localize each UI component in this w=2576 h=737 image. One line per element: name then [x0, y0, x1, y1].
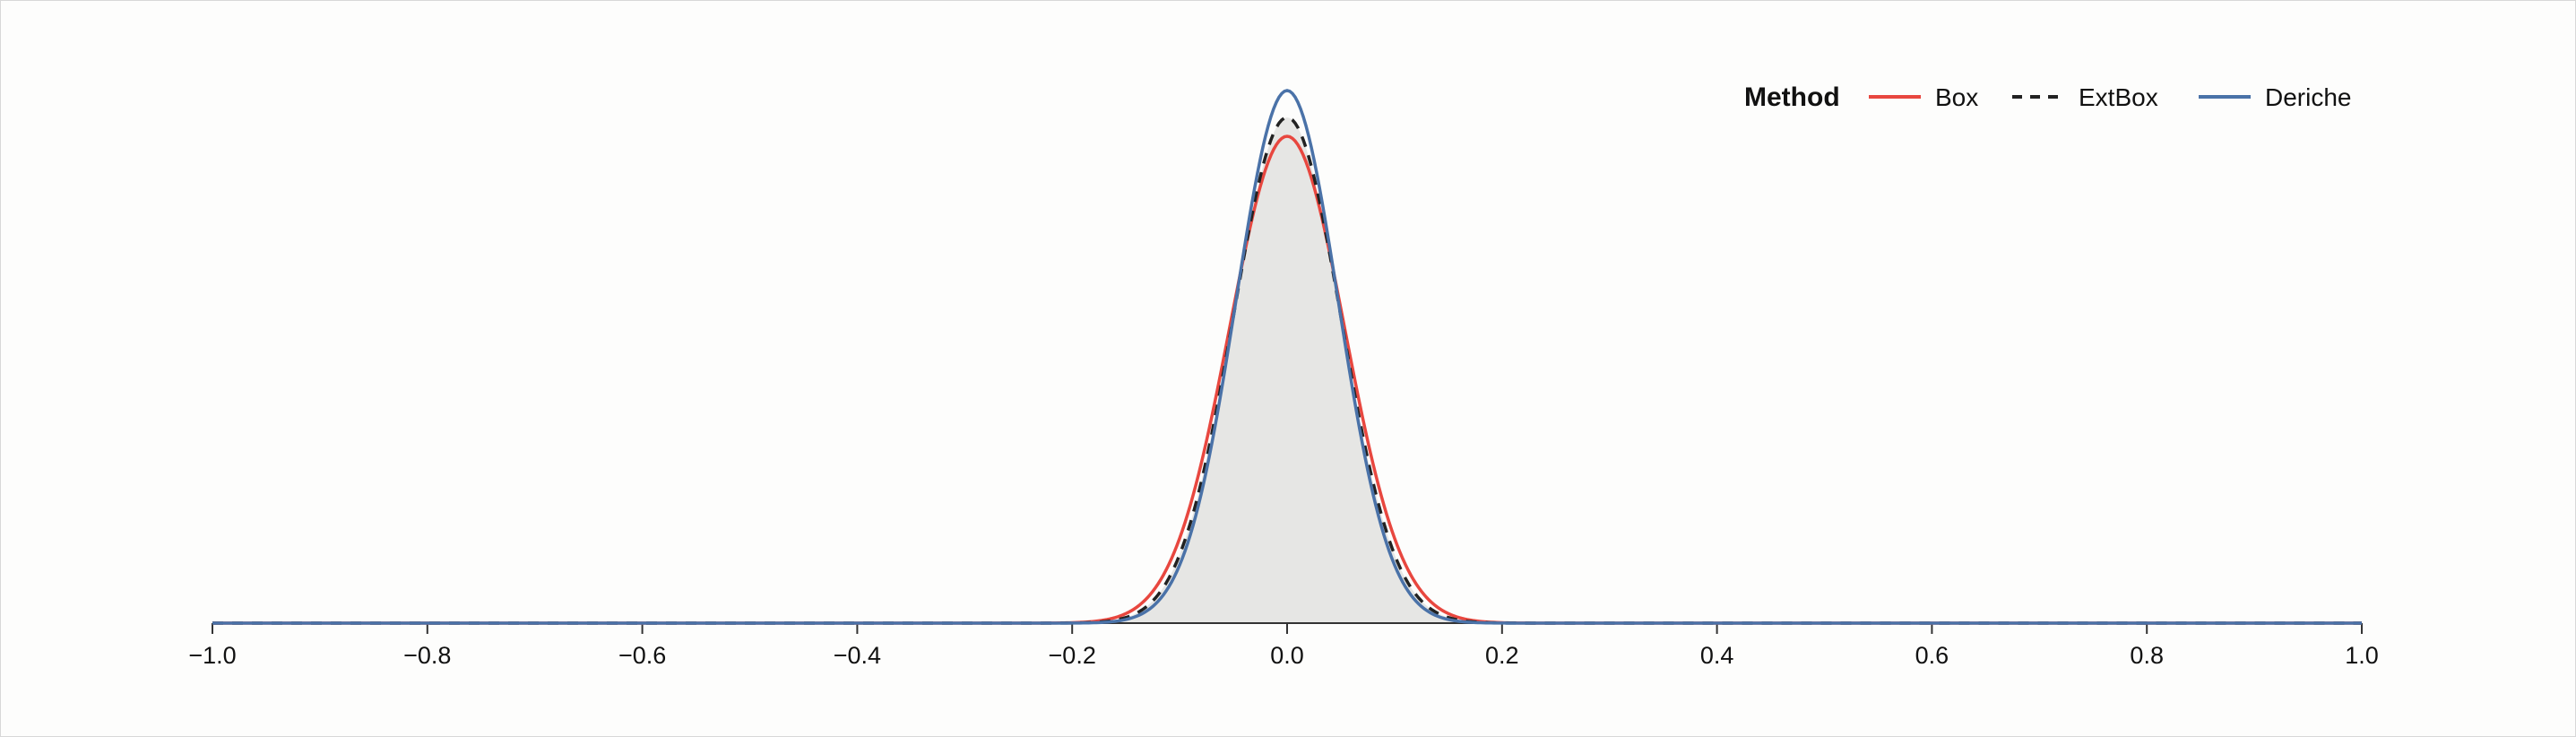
legend-label-deriche: Deriche	[2265, 83, 2351, 111]
x-tick-label: 0.6	[1915, 642, 1949, 669]
x-tick-label: −0.4	[834, 642, 881, 669]
series-layer	[212, 89, 2362, 625]
x-tick-label: −0.6	[618, 642, 666, 669]
x-axis: −1.0 −0.8 −0.6 −0.4 −0.2 0.0 0.2 0.4 0.6 0.8 1.0	[188, 622, 2379, 669]
x-tick-label: 0.0	[1270, 642, 1304, 669]
x-tick-label: −1.0	[188, 642, 236, 669]
x-tick-label: 0.2	[1485, 642, 1519, 669]
series-line-deriche	[212, 89, 2362, 625]
x-tick-label: −0.8	[403, 642, 451, 669]
x-tick-label: 1.0	[2345, 642, 2379, 669]
legend-title: Method	[1744, 82, 1840, 112]
x-tick-label: −0.2	[1049, 642, 1096, 669]
shaded-density-area	[212, 117, 2362, 623]
legend-label-box: Box	[1935, 83, 1978, 111]
legend-label-extbox: ExtBox	[2079, 83, 2158, 111]
area-layer	[212, 117, 2362, 623]
legend: Method Box ExtBox Deriche	[1744, 82, 2351, 112]
x-tick-label: 0.4	[1700, 642, 1734, 669]
x-tick-label: 0.8	[2130, 642, 2164, 669]
